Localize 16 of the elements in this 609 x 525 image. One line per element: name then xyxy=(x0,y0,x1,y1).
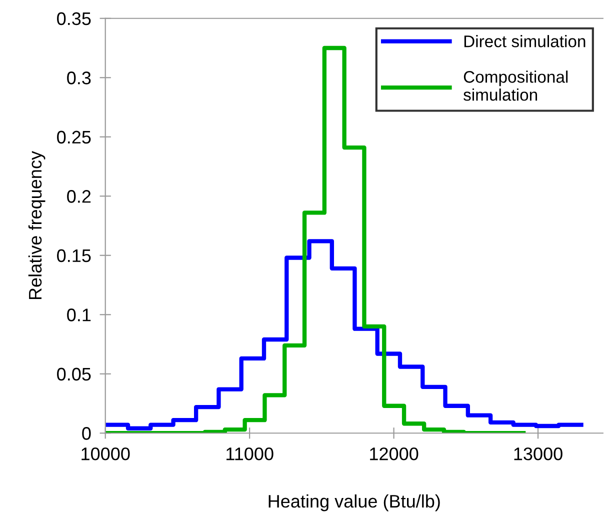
y-tick-label: 0.35 xyxy=(57,12,91,26)
x-tick-label: 10000 xyxy=(82,447,130,460)
y-tick-label: 0.15 xyxy=(57,249,91,262)
x-tick-label: 13000 xyxy=(514,447,562,460)
y-tick-label: 0.2 xyxy=(67,190,91,203)
y-tick-label: 0.25 xyxy=(57,130,91,144)
x-tick-label: 12000 xyxy=(370,447,418,460)
y-axis-title: Relative frequency xyxy=(28,151,46,300)
y-tick-label: 0.1 xyxy=(67,308,91,322)
y-tick-label: 0.3 xyxy=(67,72,91,84)
x-axis-title: Heating value (Btu/lb) xyxy=(268,494,440,512)
y-tick-label: 0.05 xyxy=(57,368,91,381)
y-tick-label: 0 xyxy=(82,427,91,440)
legend-label: Compositional simulation xyxy=(464,70,568,101)
x-tick-label: 11000 xyxy=(226,447,274,460)
legend-label: Direct simulation xyxy=(464,35,586,48)
